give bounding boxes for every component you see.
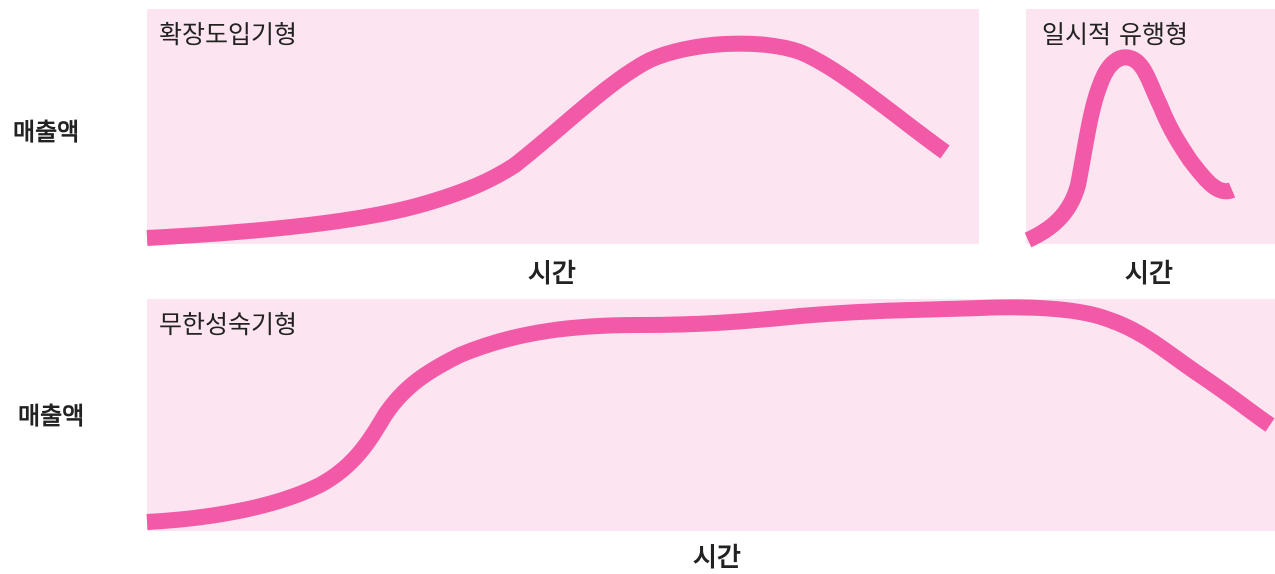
panel-expansion-type: 확장도입기형 xyxy=(147,9,979,244)
panel-title-mature: 무한성숙기형 xyxy=(159,310,298,339)
y-axis-label-bottom: 매출액 xyxy=(18,402,85,430)
x-axis-label-expansion: 시간 xyxy=(528,259,576,289)
panel-title-fad: 일시적 유행형 xyxy=(1042,20,1188,49)
panel-title-expansion: 확장도입기형 xyxy=(159,20,298,49)
x-axis-label-fad: 시간 xyxy=(1125,259,1173,289)
x-axis-label-mature: 시간 xyxy=(693,543,741,573)
y-axis-label-top: 매출액 xyxy=(13,118,80,146)
panel-mature-type: 무한성숙기형 xyxy=(147,299,1275,531)
panel-fad-type: 일시적 유행형 xyxy=(1026,9,1275,244)
